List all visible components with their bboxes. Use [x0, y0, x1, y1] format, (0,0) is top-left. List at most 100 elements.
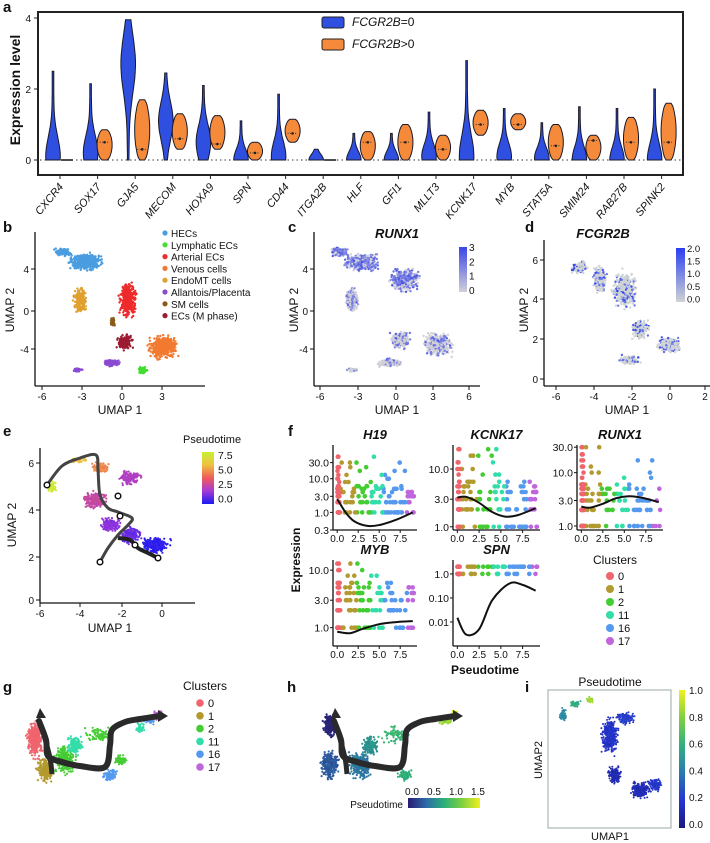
cell-point [88, 264, 92, 267]
cell-point [368, 265, 372, 268]
x-tick-label: -3 [78, 392, 87, 403]
y-axis-label: UMAP 2 [287, 287, 301, 332]
cell-point [408, 331, 411, 335]
y-axis-label: UMAP 2 [517, 287, 531, 332]
cell-point [129, 303, 132, 307]
cell-point [440, 335, 443, 338]
cell-point [614, 280, 617, 283]
cell-point [346, 253, 349, 257]
cell-point [632, 302, 635, 305]
cell-point [362, 267, 366, 270]
cell-point [349, 300, 352, 303]
gene-label: MLLT3 [412, 181, 443, 215]
cell-point [443, 349, 446, 353]
cell-point [626, 289, 629, 292]
cell-point [74, 304, 77, 307]
panel-title: RUNX1 [375, 226, 419, 241]
cell-point [80, 286, 83, 290]
cell-point [391, 362, 394, 366]
cell-point [133, 310, 136, 313]
cell-point [447, 342, 450, 345]
cell-point [400, 290, 403, 293]
cell-point [388, 357, 391, 360]
cell-point [621, 291, 625, 294]
cell-point [410, 284, 414, 287]
cell-point [343, 252, 347, 256]
legend-label: Venous cells [171, 264, 227, 275]
cell-point [157, 348, 160, 352]
cell-point [437, 343, 440, 346]
cell-point [616, 296, 619, 299]
cell-point [450, 341, 453, 345]
cell-point [71, 264, 74, 267]
cell-point [113, 359, 116, 362]
cell-point [167, 338, 170, 341]
violin-fcgr2b-zero [496, 108, 512, 161]
cell-point [80, 265, 83, 268]
cell-point [127, 283, 131, 286]
cell-point [68, 261, 71, 264]
cell-point [87, 256, 90, 259]
cell-point [431, 336, 434, 339]
cell-point [390, 338, 393, 341]
cell-point [128, 336, 131, 339]
y-tick-label: 0 [532, 375, 538, 386]
cell-point [595, 268, 598, 271]
cell-point [398, 280, 402, 283]
cell-point [85, 257, 88, 260]
x-axis-label: UMAP 1 [605, 403, 650, 417]
cell-point [163, 340, 166, 344]
cell-point [94, 255, 97, 258]
cell-point [121, 306, 124, 310]
cell-point [152, 351, 155, 354]
cell-point [376, 261, 379, 264]
legend-dot [162, 254, 168, 260]
legend-gene: FCGR2B [352, 37, 401, 51]
cell-point [157, 345, 160, 348]
colorbar [459, 247, 467, 292]
violin-fcgr2b-zero [308, 148, 324, 161]
cell-point [130, 316, 134, 319]
gene-label: HOXA9 [184, 181, 217, 217]
cell-point [349, 293, 352, 296]
cell-point [395, 274, 398, 278]
cell-point [424, 341, 427, 344]
cell-point [80, 262, 83, 265]
y-tick-label: 2 [25, 85, 31, 96]
cell-point [633, 293, 636, 296]
x-tick-label: -6 [552, 392, 561, 403]
cell-point [122, 337, 125, 340]
median-point [629, 140, 633, 144]
legend-label: EndoMT cells [171, 276, 231, 287]
cell-point [74, 264, 78, 268]
cell-point [417, 270, 420, 274]
cell-point [390, 275, 393, 279]
cell-point [118, 361, 121, 364]
cell-point [125, 285, 128, 288]
cell-point [436, 354, 439, 357]
cell-point [159, 334, 162, 338]
cell-point [397, 360, 400, 364]
cell-point [332, 247, 335, 250]
cell-point [614, 304, 618, 307]
cell-point [626, 285, 629, 288]
cell-point [434, 333, 437, 336]
legend-swatch [321, 16, 345, 29]
cell-point [132, 305, 135, 308]
median-point [479, 123, 482, 126]
cell-point [616, 289, 619, 293]
cell-point [81, 289, 84, 292]
cell-point [593, 274, 596, 277]
legend-gene: FCGR2B [352, 15, 401, 29]
cell-point [354, 265, 357, 268]
cell-point [395, 337, 398, 340]
cell-point [364, 258, 367, 261]
cell-point [442, 345, 445, 348]
cell-point [371, 265, 374, 269]
cell-point [620, 278, 623, 282]
cell-point [621, 293, 625, 297]
cell-point [158, 358, 161, 361]
cell-point [340, 250, 343, 253]
panel-letter: f [288, 423, 294, 440]
cell-point [358, 256, 361, 259]
